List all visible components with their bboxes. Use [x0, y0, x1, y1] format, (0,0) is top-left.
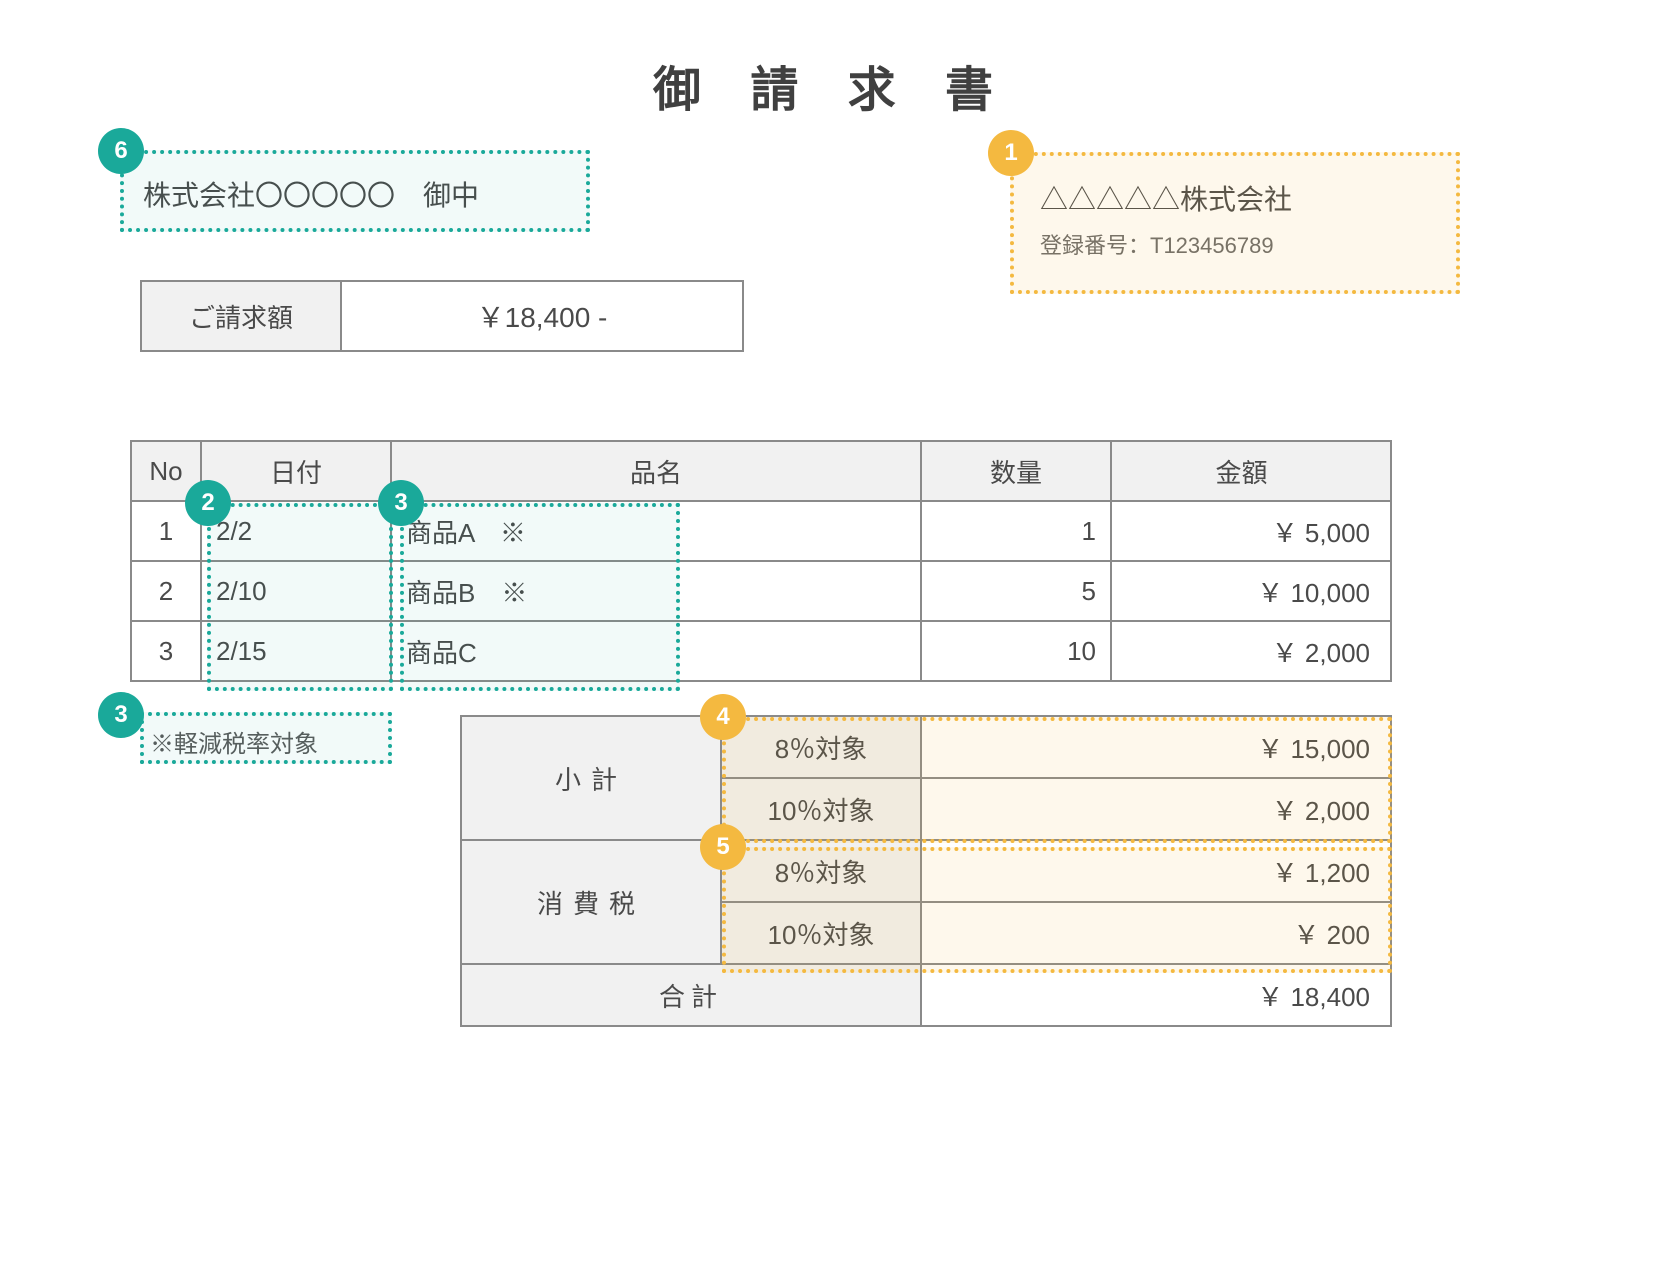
- issuer-name: △△△△△株式会社: [1040, 178, 1430, 218]
- items-table: No 日付 品名 数量 金額 1 2/2 商品A ※ 1 ￥ 5,000 2 2…: [130, 440, 1392, 682]
- tax-10-rate: 10％対象: [721, 902, 921, 964]
- billing-label: ご請求額: [142, 282, 342, 350]
- cell-date: 2/15: [201, 621, 391, 681]
- subtotal-10-value: ￥ 2,000: [921, 778, 1391, 840]
- summary-row: 消費税 8％対象 ￥ 1,200: [461, 840, 1391, 902]
- summary-row: 合計 ￥ 18,400: [461, 964, 1391, 1026]
- subtotal-label: 小計: [461, 716, 721, 840]
- table-row: 1 2/2 商品A ※ 1 ￥ 5,000: [131, 501, 1391, 561]
- subtotal-8-value: ￥ 15,000: [921, 716, 1391, 778]
- summary-row: 小計 8％対象 ￥ 15,000: [461, 716, 1391, 778]
- cell-amt: ￥ 10,000: [1111, 561, 1391, 621]
- header-amount: 金額: [1111, 441, 1391, 501]
- total-value: ￥ 18,400: [921, 964, 1391, 1026]
- items-header-row: No 日付 品名 数量 金額: [131, 441, 1391, 501]
- summary-table: 小計 8％対象 ￥ 15,000 10％対象 ￥ 2,000 消費税 8％対象 …: [460, 715, 1392, 1027]
- cell-date: 2/10: [201, 561, 391, 621]
- badge-3-top: 3: [378, 480, 424, 526]
- table-row: 3 2/15 商品C 10 ￥ 2,000: [131, 621, 1391, 681]
- document-title: 御 請 求 書: [120, 50, 1544, 120]
- badge-3-bottom: 3: [98, 692, 144, 738]
- badge-5: 5: [700, 824, 746, 870]
- header-name: 品名: [391, 441, 921, 501]
- badge-4: 4: [700, 694, 746, 740]
- header-date: 日付: [201, 441, 391, 501]
- badge-1: 1: [988, 130, 1034, 176]
- tax-8-rate: 8％対象: [721, 840, 921, 902]
- cell-no: 3: [131, 621, 201, 681]
- subtotal-8-rate: 8％対象: [721, 716, 921, 778]
- badge-6: 6: [98, 128, 144, 174]
- table-row: 2 2/10 商品B ※ 5 ￥ 10,000: [131, 561, 1391, 621]
- recipient-name: 株式会社〇〇〇〇〇 御中: [125, 158, 585, 228]
- total-label: 合計: [461, 964, 921, 1026]
- invoice-page: 御 請 求 書 株式会社〇〇〇〇〇 御中 6 △△△△△株式会社 登録番号：T1…: [0, 0, 1664, 1280]
- cell-name: 商品A ※: [391, 501, 921, 561]
- cell-name: 商品C: [391, 621, 921, 681]
- cell-no: 2: [131, 561, 201, 621]
- badge-2: 2: [185, 480, 231, 526]
- cell-qty: 1: [921, 501, 1111, 561]
- issuer-block: △△△△△株式会社 登録番号：T123456789: [1020, 160, 1450, 290]
- tax-10-value: ￥ 200: [921, 902, 1391, 964]
- cell-qty: 10: [921, 621, 1111, 681]
- cell-qty: 5: [921, 561, 1111, 621]
- tax-label: 消費税: [461, 840, 721, 964]
- cell-amt: ￥ 5,000: [1111, 501, 1391, 561]
- cell-name: 商品B ※: [391, 561, 921, 621]
- billing-value: ￥18,400 -: [342, 282, 742, 350]
- reduced-tax-note: ※軽減税率対象: [150, 724, 318, 759]
- subtotal-10-rate: 10％対象: [721, 778, 921, 840]
- header-qty: 数量: [921, 441, 1111, 501]
- billing-box: ご請求額 ￥18,400 -: [140, 280, 744, 352]
- tax-8-value: ￥ 1,200: [921, 840, 1391, 902]
- cell-amt: ￥ 2,000: [1111, 621, 1391, 681]
- issuer-registration: 登録番号：T123456789: [1040, 228, 1430, 260]
